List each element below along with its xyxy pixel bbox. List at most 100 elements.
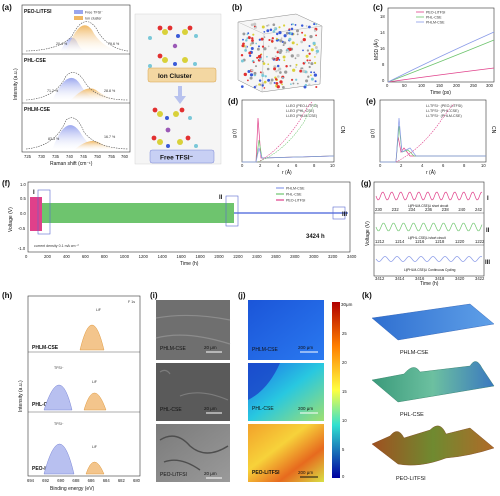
atom bbox=[253, 25, 256, 28]
panel-label-b: (b) bbox=[232, 3, 243, 12]
atom bbox=[267, 63, 270, 66]
g-xtick: 3420 bbox=[455, 276, 465, 281]
atom bbox=[242, 32, 246, 36]
ion-cluster-label: Ion Cluster bbox=[158, 73, 192, 80]
panel-label-j: (j) bbox=[238, 291, 246, 300]
atom bbox=[287, 50, 291, 53]
atom bbox=[310, 74, 312, 77]
h-xtick: 692 bbox=[42, 478, 50, 483]
atom bbox=[260, 71, 265, 75]
atom bbox=[307, 61, 310, 64]
atom bbox=[280, 37, 283, 40]
atom bbox=[261, 82, 265, 85]
atom bbox=[267, 78, 271, 82]
g-xtick: 240 bbox=[458, 207, 466, 212]
k-surface-phlm bbox=[371, 303, 495, 341]
d-xtick: 10 bbox=[330, 163, 335, 168]
f-trace-peo bbox=[30, 197, 42, 231]
atom bbox=[301, 67, 304, 70]
e-legend-1: Li-TFSI⁻ (PHL-CSE) bbox=[426, 109, 459, 113]
h-ylabel: Intensity (a.u.) bbox=[18, 380, 24, 412]
d-xtick: 2 bbox=[259, 163, 262, 168]
a-label-peo: PEO-LiTFSI bbox=[24, 9, 52, 15]
h-lif-phlm: LiF bbox=[96, 308, 102, 312]
atom bbox=[313, 29, 317, 32]
a-ylabel: Intensity (a.u.) bbox=[13, 68, 19, 100]
j-cbar-tick: 25 bbox=[342, 331, 347, 336]
e-line-peo bbox=[380, 135, 486, 163]
atom bbox=[261, 25, 265, 29]
g-wave-phl bbox=[375, 222, 483, 232]
f-legend-phlm: PHLM-CSE bbox=[286, 187, 305, 191]
g-xtick: 3416 bbox=[415, 276, 425, 281]
g-xlabel: Time (h) bbox=[420, 281, 439, 287]
c-legend-phl: PHL-CSE bbox=[426, 16, 442, 20]
f-xtick: 2200 bbox=[233, 254, 243, 259]
atom bbox=[244, 48, 248, 52]
atom bbox=[283, 59, 286, 62]
a-pct-phl-left: 71.2 % bbox=[47, 89, 59, 93]
molecule-cluster-illustration bbox=[148, 25, 198, 68]
g-xtick: 230 bbox=[375, 207, 383, 212]
atom bbox=[314, 61, 317, 65]
h-peak-lif-phl bbox=[83, 392, 107, 411]
f-ylabel: Voltage (V) bbox=[8, 207, 14, 232]
d-legend-1: Li-EO (PHL-CSE) bbox=[286, 109, 314, 113]
j-cbar-tick: 0 bbox=[342, 474, 345, 479]
a-xtick: 750 bbox=[94, 154, 102, 159]
d-line-peo bbox=[242, 117, 335, 163]
d-xtick: 4 bbox=[277, 163, 280, 168]
f-xtick: 2400 bbox=[252, 254, 262, 259]
atom bbox=[292, 82, 295, 85]
i-scale-1: 20 μm bbox=[204, 345, 217, 350]
f-xtick: 0 bbox=[25, 254, 28, 259]
a-peak-cluster-peo bbox=[66, 25, 120, 52]
panel-label-c: (c) bbox=[373, 3, 383, 12]
atom bbox=[278, 26, 281, 29]
a-xtick: 760 bbox=[121, 154, 129, 159]
h-xtick: 680 bbox=[133, 478, 141, 483]
atom bbox=[315, 23, 318, 26]
a-xtick: 735 bbox=[52, 154, 60, 159]
c-ytick: 8 bbox=[382, 62, 385, 67]
d-xlabel: r (Å) bbox=[282, 169, 292, 176]
legend-swatch-free bbox=[74, 10, 83, 14]
atom bbox=[309, 59, 311, 62]
e-legend-0: Li-TFSI⁻ (PEO-LiTFSI) bbox=[426, 104, 462, 108]
atom bbox=[272, 30, 276, 33]
g-ylabel: Voltage (V) bbox=[365, 221, 371, 246]
atom bbox=[245, 39, 248, 42]
atom bbox=[300, 24, 304, 27]
i-scale-3: 20 μm bbox=[204, 471, 217, 476]
j-scale-3: 200 μm bbox=[298, 470, 313, 475]
atom bbox=[299, 69, 303, 73]
c-legend-peo: PEO-LiTFSI bbox=[426, 11, 445, 15]
h-xtick: 690 bbox=[57, 478, 65, 483]
f-ytick: 0.0 bbox=[20, 211, 26, 216]
f-xtick: 200 bbox=[44, 254, 52, 259]
atom bbox=[262, 62, 266, 65]
panel-g-zoom: Li|PHLM-CSE|Li short circuit Li|PHL-CSE|… bbox=[365, 181, 490, 287]
free-tfsi-label: Free TFSI⁻ bbox=[160, 155, 194, 162]
a-xtick: 740 bbox=[66, 154, 74, 159]
f-xtick: 1400 bbox=[158, 254, 168, 259]
a-xlabel: Raman shift (cm⁻¹) bbox=[50, 161, 93, 167]
atom bbox=[303, 85, 307, 89]
atom bbox=[266, 67, 270, 71]
atom bbox=[295, 66, 297, 68]
atom bbox=[258, 38, 261, 41]
atom bbox=[308, 52, 311, 55]
c-line-peo bbox=[387, 67, 495, 83]
atom bbox=[250, 68, 254, 72]
atom bbox=[312, 41, 316, 45]
e-xtick: 4 bbox=[421, 163, 424, 168]
g-wave-peo bbox=[375, 191, 483, 201]
atom bbox=[315, 52, 318, 55]
a-xtick: 755 bbox=[108, 154, 116, 159]
d-cn-phl bbox=[257, 103, 317, 163]
g-caption-1: Li|PHLM-CSE|Li short circuit bbox=[408, 204, 448, 208]
atom bbox=[255, 42, 258, 45]
c-ytick: 18 bbox=[380, 14, 385, 19]
g-xtick: 1218 bbox=[435, 239, 445, 244]
atom bbox=[275, 78, 278, 81]
